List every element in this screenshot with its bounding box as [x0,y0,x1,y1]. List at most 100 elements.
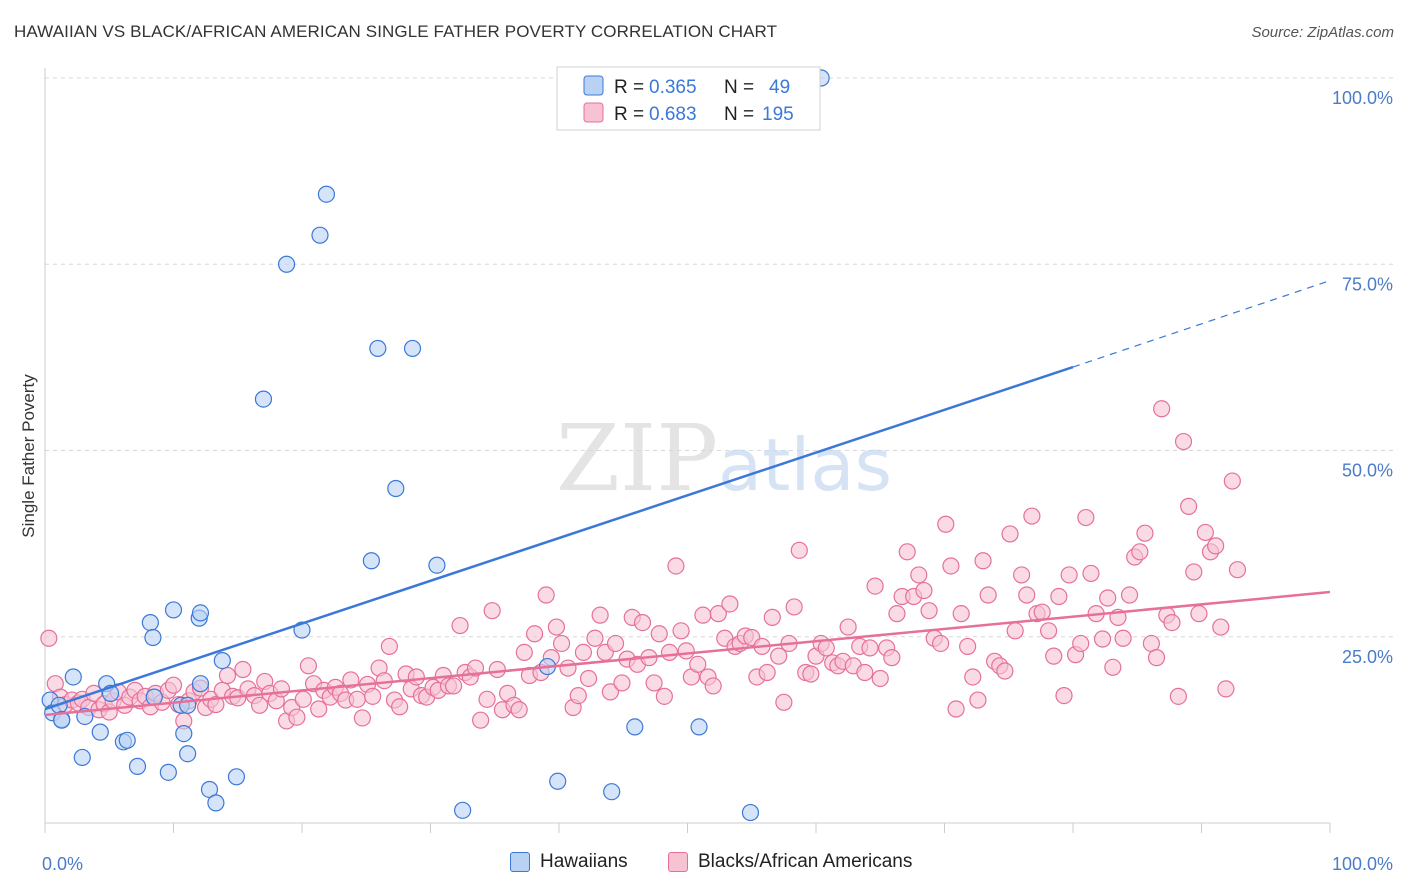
blacks-point [947,700,965,718]
blacks-point [574,643,593,661]
blacks-point [667,557,685,575]
hawaiians-point [145,688,163,706]
hawaiians-trend-line [44,365,1074,711]
x-tick-label-0: 0.0% [42,854,83,874]
blacks-point [1060,566,1078,584]
blacks-point [234,660,252,679]
x-tick-label-100: 100.0% [1332,854,1393,874]
hawaiians-point [741,803,760,822]
blacks-point [888,605,906,623]
blacks-point [294,690,312,708]
blacks-point [1190,605,1208,623]
blacks-point [964,668,982,686]
blacks-point [1006,622,1024,640]
gridlines [45,77,1395,638]
blacks-point [721,595,739,613]
blacks-point [1120,586,1139,604]
series-legend: Hawaiians Blacks/African Americans [0,851,1406,879]
blacks-point [1023,507,1041,525]
blacks-point [942,557,960,575]
blacks-point [547,618,566,636]
blacks-point [775,693,793,711]
blacks-point [952,605,970,623]
blacks-point [1077,508,1095,527]
blacks-point [1072,634,1090,653]
blacks-point [763,608,781,626]
blacks-trend-line [44,590,1331,717]
blacks-point [451,616,469,635]
hawaiians-trend-extension [1072,280,1331,368]
legend-swatch-blacks [583,102,604,123]
hawaiians-point [369,339,387,358]
blacks-point [694,606,712,624]
blacks-point [1147,649,1166,667]
blacks-point [1180,497,1198,515]
blacks-point [1039,622,1058,640]
blacks-point [348,690,366,708]
hawaiians-point [428,556,446,574]
blacks-point [1169,687,1187,705]
blacks-point [445,677,463,695]
tick-labels: 25.0% 50.0% 75.0% 100.0% 0.0% 100.0% [42,88,1393,874]
blacks-point [883,649,901,667]
blacks-point [1045,647,1063,665]
legend-n-label-0: N = [724,77,759,98]
hawaiians-point [603,783,621,801]
blacks-point [288,708,306,726]
hawaiians-point [118,731,136,749]
hawaiians-point [191,604,210,622]
blacks-point [866,577,884,595]
blacks-swatch [668,852,688,872]
blacks-point [586,629,604,647]
blacks-point [1033,603,1051,621]
blacks-point [407,668,425,686]
hawaiians-point [164,601,183,619]
blacks-point [1001,525,1019,543]
hawaiians-point [549,772,567,790]
blacks-point [579,669,598,688]
blacks-point [591,606,609,624]
blacks-point [380,637,398,656]
blacks-point [633,613,652,632]
blacks-point [218,666,237,685]
blacks-point [758,663,776,682]
blacks-point [375,672,393,690]
blacks-point [342,671,360,689]
chart-title: HAWAIIAN VS BLACK/AFRICAN AMERICAN SINGL… [14,22,778,41]
blacks-point [650,625,668,643]
hawaiians-point [159,763,177,781]
y-tick-label-75: 75.0% [1342,274,1393,294]
blacks-point [510,701,528,719]
legend-n-value-1: 195 [762,104,794,125]
y-tick-label-25: 25.0% [1342,647,1393,667]
blacks-point [959,637,977,656]
blacks-point [996,662,1014,680]
blacks-point [613,674,631,692]
blacks-point [391,698,409,716]
series-legend-item-blacks: Blacks/African Americans [668,851,912,873]
blacks-point [677,642,695,660]
y-tick-label-100: 100.0% [1332,88,1393,108]
blacks-point [488,660,506,679]
blacks-point [606,634,625,653]
legend-r-label-1: R = [614,104,649,125]
source-label: Source: ZipAtlas.com [1251,24,1394,41]
legend-n-value-0: 49 [769,77,790,98]
hawaiians-point [387,479,405,498]
blacks-point [790,541,808,559]
blacks-point [364,687,382,705]
hawaiians-point [144,628,162,647]
blacks-point [915,581,933,600]
blacks-point [839,618,857,636]
hawaiians-point [690,718,708,736]
blacks-point [1212,618,1230,636]
blacks-point [569,687,587,705]
blacks-point [164,676,183,694]
hawaiians-point [141,613,159,632]
hawaiians-point [277,255,296,273]
blacks-point [937,515,955,533]
blacks-point [1217,680,1235,698]
blacks-point [660,643,679,661]
blacks-point [689,655,707,673]
blacks-point [898,543,916,561]
